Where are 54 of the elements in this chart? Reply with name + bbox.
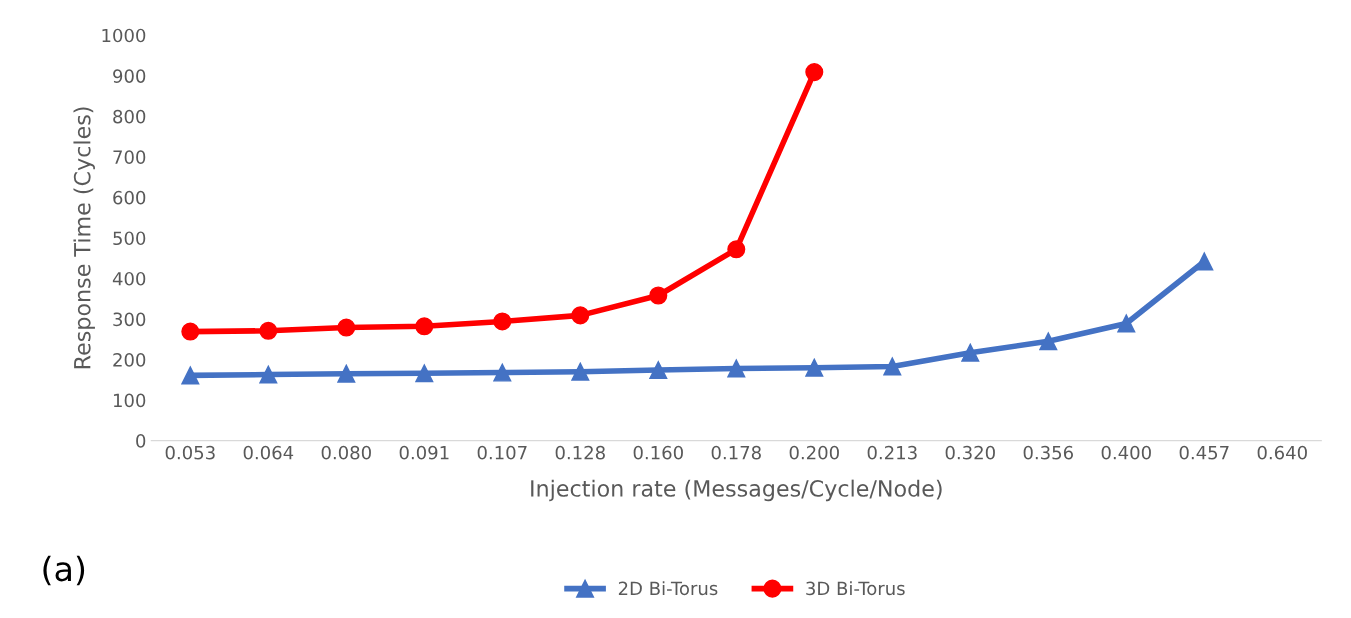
x-tick-label: 0.064: [243, 445, 294, 460]
point: [961, 343, 980, 362]
x-tick-label: 0.160: [633, 445, 683, 460]
point: [1195, 252, 1214, 271]
point: [883, 357, 902, 376]
x-tick-label: 0.213: [867, 445, 917, 460]
point: [571, 306, 590, 325]
y-tick-label: 900: [113, 69, 146, 83]
point: [805, 63, 824, 82]
y-axis-title: Response Time (Cycles): [73, 107, 95, 369]
x-axis-title: Injection rate (Messages/Cycle/Node): [531, 479, 942, 502]
y-tick-label: 700: [113, 150, 146, 164]
x-tick-label: 0.107: [477, 445, 527, 460]
y-tick-label: 1000: [102, 28, 146, 43]
y-tick-label: 0: [136, 434, 146, 448]
x-tick-label: 0.457: [1179, 445, 1229, 460]
point: [727, 359, 746, 378]
x-tick-label: 0.178: [711, 445, 761, 460]
point: [337, 318, 356, 337]
y-tick-label: 500: [113, 231, 146, 246]
x-tick-label: 0.128: [555, 445, 605, 460]
text: (a): [43, 555, 85, 586]
y-tick-label: 100: [113, 393, 146, 408]
point: [493, 363, 512, 382]
point: [571, 362, 590, 381]
x-tick-label: 0.400: [1101, 445, 1151, 460]
point: [649, 286, 668, 305]
y-tick-label: 200: [113, 353, 146, 367]
point: [493, 312, 512, 331]
point: [181, 322, 200, 341]
x-tick-label: 0.080: [321, 445, 371, 460]
legend-label: 3D Bi-Torus: [806, 581, 905, 596]
point: [727, 240, 746, 259]
point: [415, 364, 434, 383]
point: [259, 321, 278, 340]
point: [805, 358, 824, 377]
point: [649, 361, 668, 380]
point: [337, 364, 356, 383]
x-tick-label: 0.640: [1257, 445, 1307, 460]
point: [1039, 332, 1058, 351]
x-tick-label: 0.200: [789, 445, 839, 460]
point: [181, 366, 200, 385]
y-tick-label: 600: [113, 190, 146, 205]
point: [1117, 314, 1136, 333]
x-tick-label: 0.356: [1023, 445, 1073, 460]
y-tick-label: 800: [113, 109, 146, 124]
legend-label: 2D Bi-Torus: [618, 581, 718, 596]
x-tick-label: 0.053: [165, 445, 215, 460]
point: [259, 365, 278, 384]
point: [415, 317, 434, 336]
y-tick-label: 400: [112, 271, 146, 286]
y-tick-label: 300: [113, 312, 146, 327]
x-tick-label: 0.320: [945, 445, 995, 460]
x-tick-label: 0.091: [399, 445, 449, 460]
